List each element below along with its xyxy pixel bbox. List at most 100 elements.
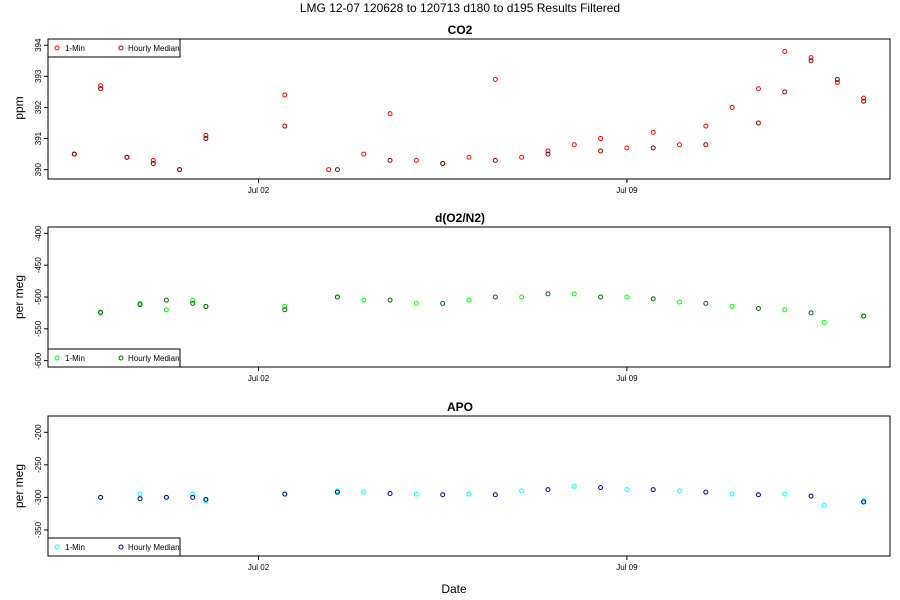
o2n2-point-1min <box>677 299 682 305</box>
co2-point-hourly <box>387 157 393 163</box>
co2-point-1min <box>755 86 761 92</box>
o2n2-point-1min <box>782 307 788 313</box>
co2-point-1min <box>492 76 498 82</box>
co2-x-tick-label: Jul 09 <box>616 186 638 195</box>
co2-point-1min <box>782 48 788 54</box>
co2-point-hourly <box>124 154 130 160</box>
o2n2-plot-frame <box>47 226 891 368</box>
co2-point-1min <box>150 157 156 163</box>
o2n2-point-1min <box>413 300 419 306</box>
apo-legend-marker-1min <box>54 544 60 550</box>
o2n2-point-hourly <box>440 300 446 306</box>
o2n2-point-hourly <box>703 300 709 306</box>
o2n2-y-tick-label: -450 <box>34 257 43 274</box>
apo-legend-box <box>47 537 181 557</box>
apo-point-hourly <box>808 493 814 499</box>
co2-point-1min <box>571 142 577 148</box>
o2n2-point-hourly <box>387 297 393 303</box>
o2n2-point-1min <box>282 304 288 310</box>
co2-point-hourly <box>440 160 446 166</box>
apo-y-axis-label: per meg <box>12 464 26 508</box>
co2-y-axis: 390 391 392 393 394 <box>34 38 48 176</box>
o2n2-legend-label-1min: 1-Min <box>65 354 85 363</box>
co2-y-tick-label: 392 <box>34 100 43 114</box>
o2n2-x-axis: Jul 02 Jul 09 <box>248 367 638 383</box>
apo-point-hourly <box>190 494 196 500</box>
apo-point-1min <box>729 491 735 497</box>
apo-point-hourly <box>861 499 867 505</box>
co2-point-hourly <box>650 145 656 151</box>
o2n2-point-hourly <box>137 302 143 308</box>
apo-data-points <box>98 483 867 508</box>
apo-x-tick-label: Jul 09 <box>616 563 638 572</box>
o2n2-point-hourly <box>808 310 814 316</box>
co2-y-tick-label: 393 <box>34 69 43 83</box>
co2-point-hourly <box>703 142 709 148</box>
o2n2-legend-label-hourly: Hourly Median <box>128 354 180 363</box>
o2n2-y-axis-label: per meg <box>12 275 26 319</box>
o2n2-point-1min <box>361 297 367 303</box>
co2-point-hourly <box>282 123 288 129</box>
co2-point-1min <box>650 129 656 135</box>
o2n2-point-hourly <box>203 304 209 310</box>
apo-point-1min <box>361 489 367 495</box>
co2-point-1min <box>98 83 104 89</box>
o2n2-panel: d(O2/N2) per meg -600 -550 -500 -450 -400 Ju… <box>12 211 891 383</box>
o2n2-point-1min <box>163 307 169 313</box>
o2n2-y-tick-label: -500 <box>34 288 43 305</box>
apo-panel: APO per meg -350-300-250-200 Jul 02 Jul 0… <box>12 400 891 572</box>
co2-plot-frame <box>47 38 891 180</box>
o2n2-y-axis: -600 -550 -500 -450 -400 <box>34 225 48 369</box>
apo-point-hourly <box>598 485 604 491</box>
co2-point-1min <box>466 154 472 160</box>
apo-point-1min <box>413 491 419 497</box>
o2n2-data-points <box>98 291 867 325</box>
co2-x-tick-label: Jul 02 <box>248 186 270 195</box>
co2-legend-label-hourly: Hourly Median <box>128 44 180 53</box>
o2n2-point-hourly <box>755 305 761 311</box>
co2-point-1min <box>624 145 630 151</box>
o2n2-point-hourly <box>282 307 288 313</box>
apo-point-1min <box>519 488 525 494</box>
co2-point-hourly <box>834 76 840 82</box>
co2-point-1min <box>598 136 604 142</box>
o2n2-legend-box <box>47 348 181 368</box>
co2-point-hourly <box>598 148 604 154</box>
co2-point-1min <box>677 142 682 148</box>
co2-point-hourly <box>177 167 183 173</box>
apo-legend-label-hourly: Hourly Median <box>128 543 180 552</box>
apo-x-axis: Jul 02 Jul 09 <box>248 556 638 572</box>
apo-panel-title: APO <box>447 400 473 414</box>
apo-point-1min <box>190 491 196 497</box>
co2-y-axis-label: ppm <box>12 96 26 119</box>
apo-x-tick-label: Jul 02 <box>248 563 270 572</box>
co2-point-hourly <box>545 151 551 157</box>
apo-point-hourly <box>650 487 656 493</box>
co2-point-hourly <box>808 58 814 64</box>
o2n2-point-1min <box>821 319 827 325</box>
co2-point-1min <box>861 95 867 101</box>
o2n2-panel-title: d(O2/N2) <box>435 211 485 225</box>
page-title: LMG 12-07 120628 to 120713 d180 to d195 … <box>300 1 620 15</box>
o2n2-point-hourly <box>98 309 104 315</box>
co2-point-hourly <box>150 160 156 166</box>
co2-point-1min <box>834 80 840 86</box>
o2n2-point-1min <box>466 297 472 303</box>
o2n2-point-hourly <box>492 294 498 300</box>
co2-y-tick-label: 391 <box>34 131 43 145</box>
o2n2-x-tick-label: Jul 02 <box>248 374 270 383</box>
co2-point-1min <box>203 132 209 138</box>
apo-plot-frame <box>47 415 891 557</box>
co2-panel: CO2 ppm 390 391 392 393 394 Jul 02 Jul 09 1-M… <box>12 23 891 195</box>
o2n2-y-tick-label: -550 <box>34 320 43 337</box>
o2n2-point-hourly <box>650 296 656 302</box>
apo-point-hourly <box>492 492 498 498</box>
co2-point-1min <box>326 167 332 173</box>
apo-legend-label-1min: 1-Min <box>65 543 85 552</box>
apo-point-hourly <box>755 492 761 498</box>
co2-point-hourly <box>861 98 867 104</box>
o2n2-point-hourly <box>545 291 551 297</box>
co2-point-1min <box>282 92 288 98</box>
co2-point-1min <box>413 157 419 163</box>
apo-point-hourly <box>98 494 104 500</box>
